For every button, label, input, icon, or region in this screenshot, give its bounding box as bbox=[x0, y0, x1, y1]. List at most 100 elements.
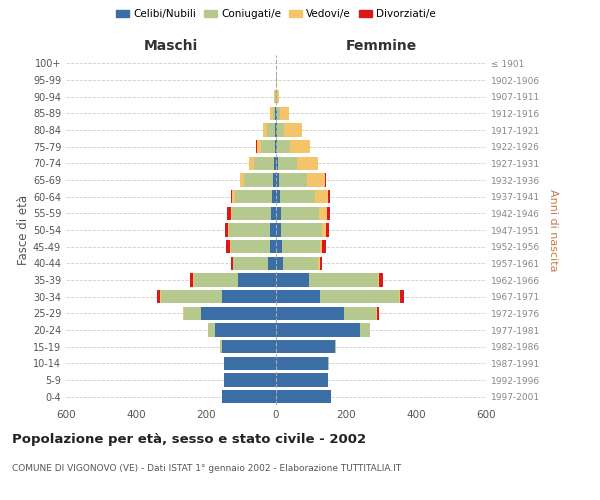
Bar bbox=[215, 324, 276, 336]
Bar bbox=[157, 290, 160, 304]
Bar bbox=[279, 174, 307, 186]
Bar bbox=[277, 90, 279, 104]
Text: Maschi: Maschi bbox=[144, 38, 198, 52]
Bar bbox=[280, 106, 289, 120]
Bar bbox=[229, 224, 270, 236]
Bar bbox=[249, 156, 250, 170]
Bar bbox=[325, 174, 326, 186]
Bar bbox=[272, 190, 276, 203]
Bar bbox=[318, 256, 320, 270]
Bar bbox=[267, 124, 275, 136]
Text: COMUNE DI VIGONOVO (VE) - Dati ISTAT 1° gennaio 2002 - Elaborazione TUTTITALIA.I: COMUNE DI VIGONOVO (VE) - Dati ISTAT 1° … bbox=[12, 464, 401, 473]
Bar bbox=[276, 390, 331, 404]
Bar bbox=[223, 356, 224, 370]
Bar bbox=[268, 256, 276, 270]
Bar bbox=[271, 206, 276, 220]
Bar bbox=[272, 106, 275, 120]
Bar bbox=[326, 224, 329, 236]
Text: Popolazione per età, sesso e stato civile - 2002: Popolazione per età, sesso e stato civil… bbox=[12, 432, 366, 446]
Bar bbox=[208, 324, 215, 336]
Bar bbox=[254, 156, 274, 170]
Bar bbox=[220, 340, 222, 353]
Bar bbox=[240, 174, 244, 186]
Bar bbox=[307, 174, 325, 186]
Bar bbox=[379, 274, 383, 286]
Bar bbox=[256, 140, 257, 153]
Bar bbox=[238, 274, 276, 286]
Bar bbox=[232, 190, 235, 203]
Bar bbox=[281, 224, 322, 236]
Bar bbox=[222, 390, 276, 404]
Bar bbox=[314, 190, 328, 203]
Bar bbox=[335, 340, 336, 353]
Bar bbox=[277, 124, 284, 136]
Bar bbox=[276, 256, 283, 270]
Bar bbox=[193, 274, 194, 286]
Bar bbox=[276, 356, 328, 370]
Bar bbox=[281, 206, 319, 220]
Bar bbox=[224, 356, 276, 370]
Bar bbox=[276, 206, 281, 220]
Bar bbox=[319, 206, 327, 220]
Bar bbox=[276, 306, 344, 320]
Bar bbox=[282, 240, 320, 254]
Bar bbox=[309, 274, 377, 286]
Bar bbox=[194, 274, 238, 286]
Bar bbox=[276, 140, 277, 153]
Bar bbox=[230, 240, 270, 254]
Bar bbox=[272, 174, 276, 186]
Bar bbox=[320, 256, 322, 270]
Bar bbox=[274, 90, 275, 104]
Bar bbox=[328, 356, 329, 370]
Bar bbox=[270, 224, 276, 236]
Bar bbox=[201, 306, 276, 320]
Bar bbox=[276, 274, 309, 286]
Legend: Celibi/Nubili, Coniugati/e, Vedovi/e, Divorziati/e: Celibi/Nubili, Coniugati/e, Vedovi/e, Di… bbox=[112, 5, 440, 24]
Bar bbox=[400, 290, 404, 304]
Bar bbox=[226, 240, 230, 254]
Bar bbox=[276, 174, 279, 186]
Bar bbox=[227, 206, 230, 220]
Bar bbox=[239, 174, 240, 186]
Bar bbox=[278, 156, 297, 170]
Bar bbox=[161, 290, 222, 304]
Y-axis label: Fasce di età: Fasce di età bbox=[17, 195, 30, 265]
Bar bbox=[224, 374, 276, 386]
Bar bbox=[263, 124, 267, 136]
Bar bbox=[327, 206, 330, 220]
Bar bbox=[276, 324, 360, 336]
Bar bbox=[270, 106, 272, 120]
Bar bbox=[228, 224, 229, 236]
Bar bbox=[183, 306, 184, 320]
Bar bbox=[222, 340, 276, 353]
Bar bbox=[344, 306, 376, 320]
Bar bbox=[275, 140, 276, 153]
Y-axis label: Anni di nascita: Anni di nascita bbox=[548, 188, 558, 271]
Bar bbox=[184, 306, 201, 320]
Bar bbox=[276, 374, 328, 386]
Bar bbox=[274, 156, 276, 170]
Bar bbox=[290, 140, 310, 153]
Bar bbox=[231, 256, 233, 270]
Bar bbox=[322, 224, 326, 236]
Bar bbox=[276, 190, 280, 203]
Bar bbox=[276, 290, 320, 304]
Bar bbox=[235, 190, 272, 203]
Bar bbox=[276, 124, 277, 136]
Bar bbox=[376, 306, 377, 320]
Bar bbox=[270, 240, 276, 254]
Bar bbox=[231, 190, 232, 203]
Bar bbox=[182, 306, 183, 320]
Bar bbox=[284, 124, 302, 136]
Bar bbox=[257, 140, 262, 153]
Bar bbox=[190, 274, 193, 286]
Bar bbox=[377, 306, 379, 320]
Bar bbox=[322, 240, 326, 254]
Text: Femmine: Femmine bbox=[346, 38, 416, 52]
Bar bbox=[320, 290, 398, 304]
Bar bbox=[276, 156, 278, 170]
Bar bbox=[297, 156, 318, 170]
Bar bbox=[160, 290, 161, 304]
Bar bbox=[244, 174, 272, 186]
Bar bbox=[320, 240, 322, 254]
